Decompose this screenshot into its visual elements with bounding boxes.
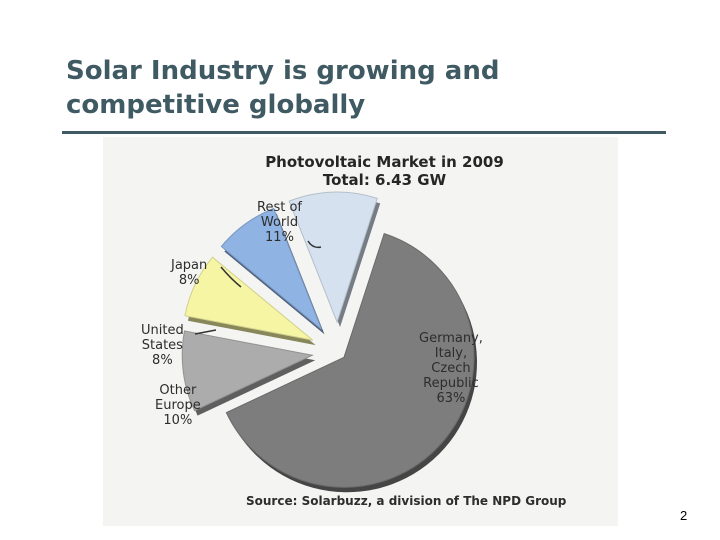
title-underline xyxy=(62,131,666,134)
chart-title-block: Photovoltaic Market in 2009 Total: 6.43 … xyxy=(103,153,618,189)
slice-label-line: Rest of xyxy=(257,200,302,215)
slice-label-other-europe: Other Europe 10% xyxy=(155,383,201,428)
slice-label-line: Czech xyxy=(431,361,471,376)
slice-percent-label: 11% xyxy=(265,230,294,245)
slice-label-rest-of-world: Rest of World 11% xyxy=(257,200,302,245)
pie-chart xyxy=(181,191,477,493)
slice-percent-label: 8% xyxy=(178,273,200,288)
slice-percent-label: 8% xyxy=(152,353,173,368)
chart-title: Photovoltaic Market in 2009 xyxy=(265,153,504,171)
slice-label-line: Europe xyxy=(155,398,201,413)
slice-label-line: United xyxy=(141,323,184,338)
slice-label-line: States xyxy=(141,338,183,353)
slice-label-line: World xyxy=(260,215,299,230)
slice-label-line: Germany, xyxy=(419,331,483,346)
slide-title-line-1: Solar Industry is growing and xyxy=(66,56,500,86)
pie-slice-germany xyxy=(225,233,475,488)
slice-label-line: Other xyxy=(159,383,197,398)
page-number: 2 xyxy=(680,508,688,523)
leader-line-japan xyxy=(220,266,242,288)
pie-slice-united-states xyxy=(184,256,313,341)
pie-slice-rest-of-world xyxy=(288,191,378,324)
slice-label-japan: Japan 8% xyxy=(171,258,207,288)
chart-source-note: Source: Solarbuzz, a division of The NPD… xyxy=(246,494,567,508)
leader-line-united-states xyxy=(194,329,217,335)
pie-slice-other-europe xyxy=(181,330,314,412)
pie-chart-panel: Photovoltaic Market in 2009 Total: 6.43 … xyxy=(103,137,618,526)
slice-label-line: Italy, xyxy=(434,346,468,361)
slice-label-united-states: United States 8% xyxy=(141,323,184,368)
slice-label-line: Republic xyxy=(423,376,479,391)
pie-slice-japan xyxy=(220,207,323,330)
slide-title-line-2: competitive globally xyxy=(66,90,366,120)
slide-title: Solar Industry is growing and competitiv… xyxy=(66,54,666,122)
chart-subtitle: Total: 6.43 GW xyxy=(322,171,447,189)
slice-label-line: Japan xyxy=(171,258,208,273)
slice-percent-label: 10% xyxy=(163,413,193,428)
slice-label-germany: Germany, Italy, Czech Republic 63% xyxy=(419,331,483,406)
leader-line-rest-of-world xyxy=(307,240,322,249)
slice-percent-label: 63% xyxy=(436,391,466,406)
